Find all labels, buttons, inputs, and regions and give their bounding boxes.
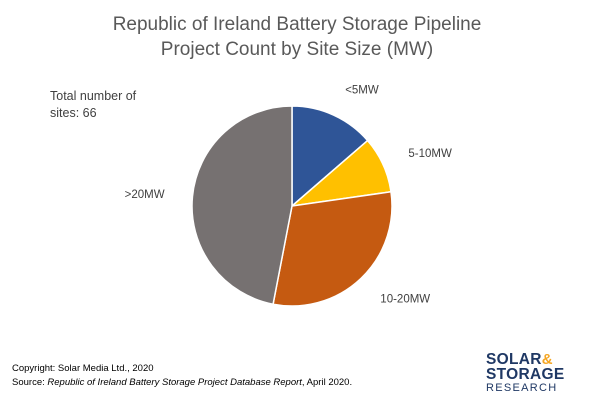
logo-line2: STORAGE: [486, 366, 565, 383]
source-text: Source: Republic of Ireland Battery Stor…: [12, 376, 352, 390]
pie-label-5-10mw: 5-10MW: [408, 148, 452, 160]
source-suffix: , April 2020.: [301, 377, 353, 388]
footer: Copyright: Solar Media Ltd., 2020 Source…: [12, 362, 352, 390]
pie-label-5mw: <5MW: [345, 85, 379, 97]
pie-slice-20mw: [191, 105, 293, 306]
total-sites-line1: Total number of: [50, 89, 137, 103]
solar-storage-research-logo: SOLAR& STORAGE RESEARCH: [486, 352, 576, 402]
chart-subtitle: Project Count by Site Size (MW): [160, 39, 434, 60]
pie-slice-5mw: [291, 105, 369, 208]
source-title: Republic of Ireland Battery Storage Proj…: [47, 377, 302, 388]
chart-title: Republic of Ireland Battery Storage Pipe…: [0, 12, 594, 62]
logo-ampersand: &: [541, 351, 553, 368]
logo-solar: SOLAR: [486, 351, 542, 368]
total-sites-annotation: Total number of sites: 66: [50, 88, 136, 122]
copyright-text: Copyright: Solar Media Ltd., 2020: [12, 363, 154, 374]
logo-line3: RESEARCH: [486, 382, 558, 394]
pie-slice-10-20mw: [272, 190, 393, 307]
logo-line1: SOLAR&: [486, 351, 576, 368]
chart-title-line1: Republic of Ireland Battery Storage Pipe…: [112, 14, 482, 35]
pie-label-10-20mw: 10-20MW: [380, 294, 430, 306]
pie-label-20mw: >20MW: [125, 189, 165, 201]
source-prefix: Source:: [12, 377, 48, 388]
total-sites-line2: sites: 66: [50, 106, 97, 120]
